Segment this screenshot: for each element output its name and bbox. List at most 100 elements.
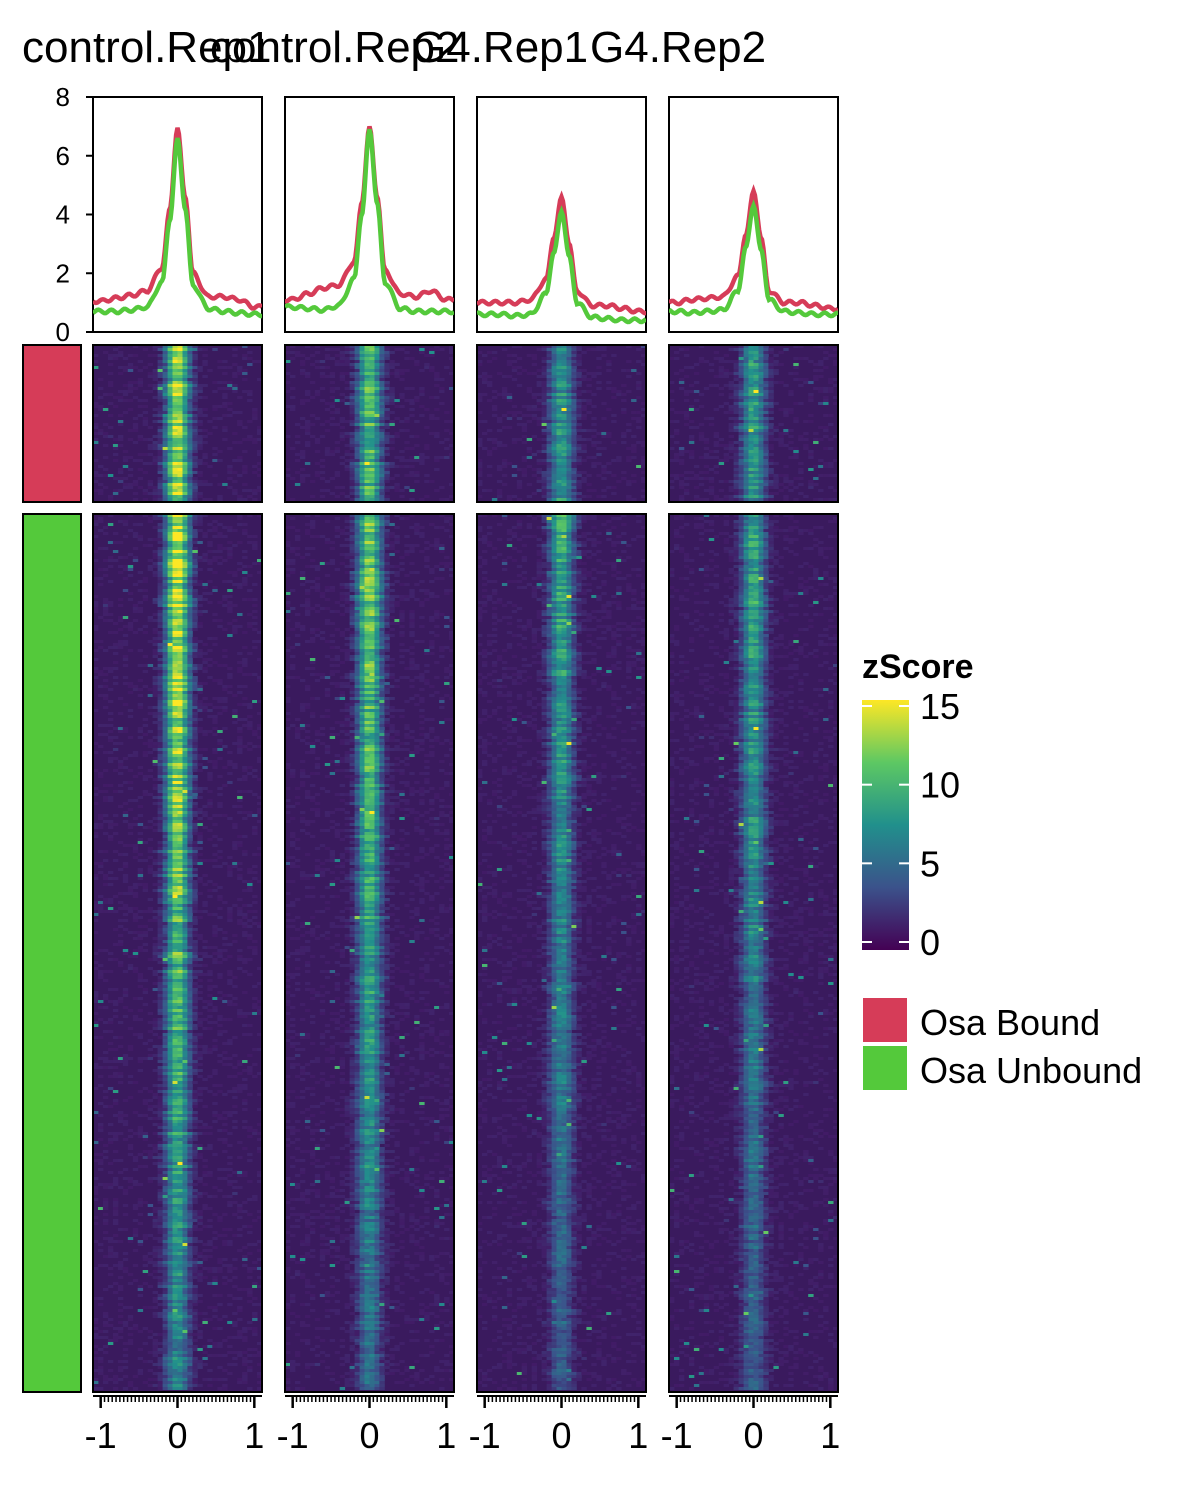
heatmap-cell xyxy=(123,465,128,468)
heatmap-cell xyxy=(183,486,188,489)
heatmap-cell xyxy=(192,384,197,387)
heatmap-cell xyxy=(168,1348,173,1351)
heatmap-cell xyxy=(173,577,178,580)
heatmap-cell xyxy=(168,859,173,862)
heatmap-cell xyxy=(173,751,178,754)
heatmap-cell xyxy=(168,814,173,817)
heatmap-cell xyxy=(163,474,168,477)
heatmap-cell xyxy=(163,895,168,898)
heatmap-cell xyxy=(158,637,163,640)
heatmap-cell xyxy=(187,697,192,700)
heatmap-cell xyxy=(237,562,242,565)
heatmap-cell xyxy=(163,1246,168,1249)
heatmap-cell xyxy=(158,709,163,712)
heatmap-cell xyxy=(187,393,192,396)
heatmap-cell xyxy=(103,468,108,471)
heatmap-cell xyxy=(178,1072,183,1075)
heatmap-cell xyxy=(163,492,168,495)
heatmap-cell xyxy=(178,844,183,847)
heatmap-cell xyxy=(183,604,188,607)
heatmap-cell xyxy=(173,1300,178,1303)
heatmap-cell xyxy=(153,492,158,495)
heatmap-cell xyxy=(133,892,138,895)
heatmap-cell xyxy=(148,910,153,913)
heatmap-cell xyxy=(227,1243,232,1246)
heatmap-cell xyxy=(163,405,168,408)
heatmap-cell xyxy=(197,787,202,790)
heatmap-cell xyxy=(173,937,178,940)
heatmap-cell xyxy=(98,733,103,736)
heatmap-cell xyxy=(158,1027,163,1030)
heatmap-cell xyxy=(192,667,197,670)
heatmap-cell xyxy=(173,456,178,459)
heatmap-cell xyxy=(192,1093,197,1096)
heatmap-cell xyxy=(202,1276,207,1279)
heatmap-cell xyxy=(168,619,173,622)
heatmap-cell xyxy=(232,1285,237,1288)
heatmap-cell xyxy=(212,985,217,988)
heatmap-cell xyxy=(163,1069,168,1072)
heatmap-cell xyxy=(138,1126,143,1129)
heatmap-cell xyxy=(173,922,178,925)
heatmap-cell xyxy=(183,432,188,435)
heatmap-cell xyxy=(168,1090,173,1093)
heatmap-cell xyxy=(247,1321,252,1324)
heatmap-cell xyxy=(222,381,227,384)
heatmap-cell xyxy=(247,727,252,730)
heatmap-cell xyxy=(168,1117,173,1120)
heatmap-cell xyxy=(187,351,192,354)
heatmap-cell xyxy=(173,931,178,934)
heatmap-cell xyxy=(163,1351,168,1354)
heatmap-cell xyxy=(158,1036,163,1039)
heatmap-cell xyxy=(158,592,163,595)
heatmap-cell xyxy=(247,937,252,940)
heatmap-cell xyxy=(197,480,202,483)
heatmap-cell xyxy=(173,1150,178,1153)
heatmap-cell xyxy=(202,1126,207,1129)
heatmap-cell xyxy=(163,982,168,985)
heatmap-cell xyxy=(133,559,138,562)
heatmap-cell xyxy=(187,1066,192,1069)
heatmap-cell xyxy=(242,1012,247,1015)
heatmap-cell xyxy=(232,604,237,607)
heatmap-cell xyxy=(163,1345,168,1348)
heatmap-cell xyxy=(183,1042,188,1045)
heatmap-cell xyxy=(192,1333,197,1336)
heatmap-cell xyxy=(138,414,143,417)
heatmap-cell xyxy=(178,1255,183,1258)
heatmap-cell xyxy=(187,390,192,393)
heatmap-cell xyxy=(168,688,173,691)
heatmap-cell xyxy=(108,1030,113,1033)
heatmap-cell xyxy=(197,682,202,685)
heatmap-cell xyxy=(168,1072,173,1075)
heatmap-cell xyxy=(178,1144,183,1147)
heatmap-cell xyxy=(183,1225,188,1228)
heatmap-cell xyxy=(197,979,202,982)
heatmap-cell xyxy=(192,703,197,706)
heatmap-cell xyxy=(178,745,183,748)
heatmap-cell xyxy=(187,904,192,907)
heatmap-cell xyxy=(168,838,173,841)
heatmap-cell xyxy=(108,883,113,886)
heatmap-cell xyxy=(187,1342,192,1345)
heatmap-cell xyxy=(178,562,183,565)
heatmap-cell xyxy=(143,841,148,844)
heatmap-cell xyxy=(207,838,212,841)
heatmap-cell xyxy=(187,1180,192,1183)
heatmap-cell xyxy=(173,1039,178,1042)
heatmap-cell xyxy=(192,1138,197,1141)
heatmap-cell xyxy=(187,1021,192,1024)
heatmap-cell xyxy=(163,832,168,835)
heatmap-cell xyxy=(158,670,163,673)
heatmap-cell xyxy=(217,550,222,553)
heatmap-cell xyxy=(222,1129,227,1132)
heatmap-cell xyxy=(183,1240,188,1243)
heatmap-cell xyxy=(163,997,168,1000)
heatmap-cell xyxy=(128,354,133,357)
heatmap-cell xyxy=(158,1090,163,1093)
heatmap-cell xyxy=(113,438,118,441)
heatmap-cell xyxy=(148,1090,153,1093)
heatmap-cell xyxy=(173,607,178,610)
heatmap-cell xyxy=(98,814,103,817)
heatmap-cell xyxy=(178,820,183,823)
